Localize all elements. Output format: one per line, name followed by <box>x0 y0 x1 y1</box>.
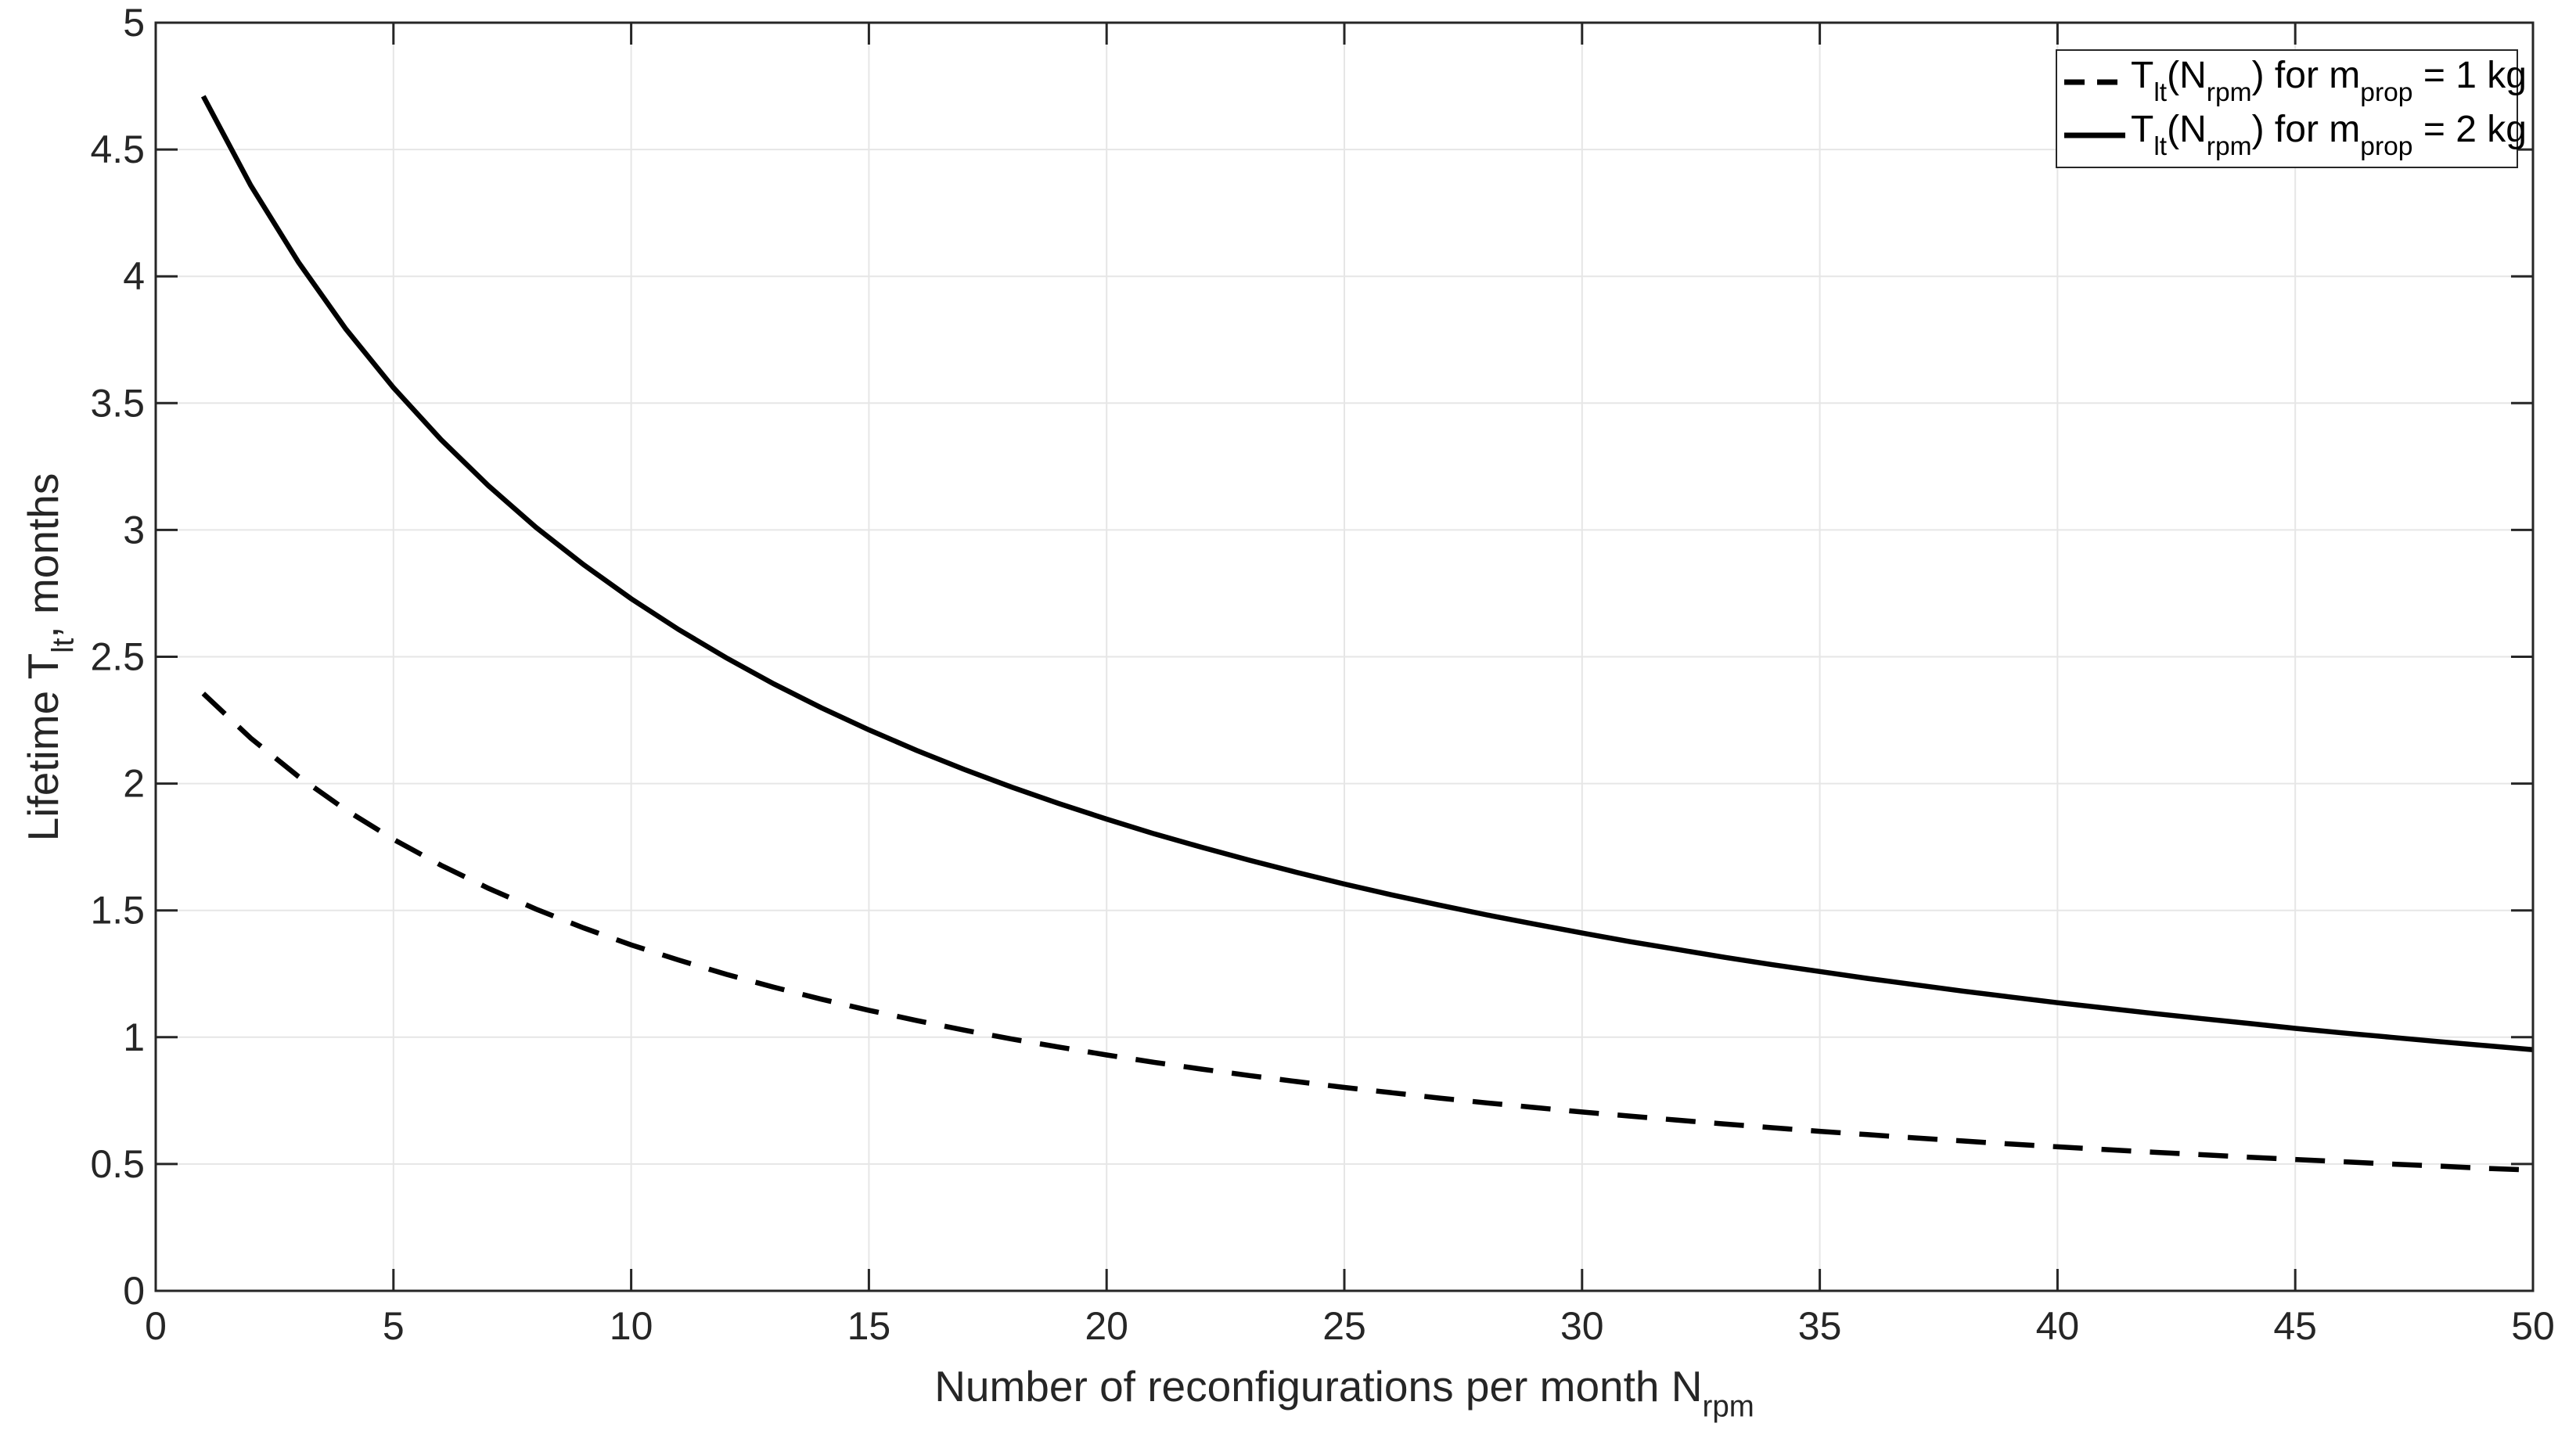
y-tick-label: 0.5 <box>90 1142 145 1186</box>
legend-label-text: T <box>2131 109 2154 151</box>
legend-label-text: ) for m <box>2251 55 2361 97</box>
axes-box <box>154 21 2535 1292</box>
x-tick-label: 30 <box>1560 1304 1604 1348</box>
y-tick-label: 4 <box>123 254 145 298</box>
legend-label-text: = 1 kg <box>2412 55 2527 97</box>
y-tick-label: 3.5 <box>90 381 145 425</box>
legend-label-subscript: lt <box>2153 78 2168 108</box>
legend-entry: Tlt(Nrpm) for mprop = 1 kg <box>2063 57 2527 106</box>
legend-label-text: = 2 kg <box>2412 109 2527 151</box>
legend-label-subscript: lt <box>2153 132 2168 161</box>
series-solid-line <box>200 95 2534 1052</box>
x-tick-label: 20 <box>1085 1304 1128 1348</box>
y-tick-label: 5 <box>123 1 145 45</box>
y-tick-label: 3 <box>123 508 145 552</box>
y-axis-label-subscript: lt <box>46 638 81 653</box>
x-tick-label: 50 <box>2511 1304 2555 1348</box>
x-tick-label: 5 <box>383 1304 405 1348</box>
x-axis-label-text: Number of reconfigurations per month N <box>934 1362 1703 1411</box>
series-dashed-line <box>201 692 2534 1173</box>
y-tick-label: 2 <box>123 762 145 806</box>
y-axis-label: Lifetime Tlt, months <box>19 473 81 842</box>
y-tick-label: 1.5 <box>90 889 145 933</box>
x-axis-label-subscript: rpm <box>1702 1389 1754 1424</box>
x-tick-label: 45 <box>2273 1304 2317 1348</box>
x-tick-label: 25 <box>1322 1304 1366 1348</box>
y-tick-label: 1 <box>123 1015 145 1059</box>
legend-label-subscript: prop <box>2360 78 2413 108</box>
legend-label-subscript: rpm <box>2206 78 2252 108</box>
legend-label-text: (N <box>2167 109 2207 151</box>
y-tick-label: 0 <box>123 1269 145 1313</box>
y-tick-label: 2.5 <box>90 635 145 679</box>
legend-label: Tlt(Nrpm) for mprop = 2 kg <box>2131 111 2527 160</box>
legend-label-subscript: prop <box>2360 132 2413 161</box>
x-tick-label: 0 <box>145 1304 167 1348</box>
y-axis-label-text: Lifetime T <box>19 652 68 842</box>
y-axis-label-text: , months <box>19 473 68 638</box>
legend-label-text: (N <box>2167 55 2207 97</box>
y-tick-label: 4.5 <box>90 128 145 171</box>
legend-label-text: T <box>2131 55 2154 97</box>
legend-dashed-line-sample <box>2064 79 2125 85</box>
legend-label-subscript: rpm <box>2206 132 2252 161</box>
x-axis-label: Number of reconfigurations per month Nrp… <box>156 1363 2533 1424</box>
legend-label-text: ) for m <box>2251 109 2361 151</box>
legend-label: Tlt(Nrpm) for mprop = 1 kg <box>2131 57 2527 106</box>
legend-box: Tlt(Nrpm) for mprop = 1 kg Tlt(Nrpm) for … <box>2056 49 2527 168</box>
legend-solid-line-sample <box>2064 132 2125 138</box>
x-tick-label: 15 <box>847 1304 891 1348</box>
x-tick-label: 35 <box>1798 1304 1842 1348</box>
legend-entry: Tlt(Nrpm) for mprop = 2 kg <box>2063 111 2527 160</box>
x-tick-label: 40 <box>2036 1304 2080 1348</box>
x-tick-label: 10 <box>610 1304 653 1348</box>
